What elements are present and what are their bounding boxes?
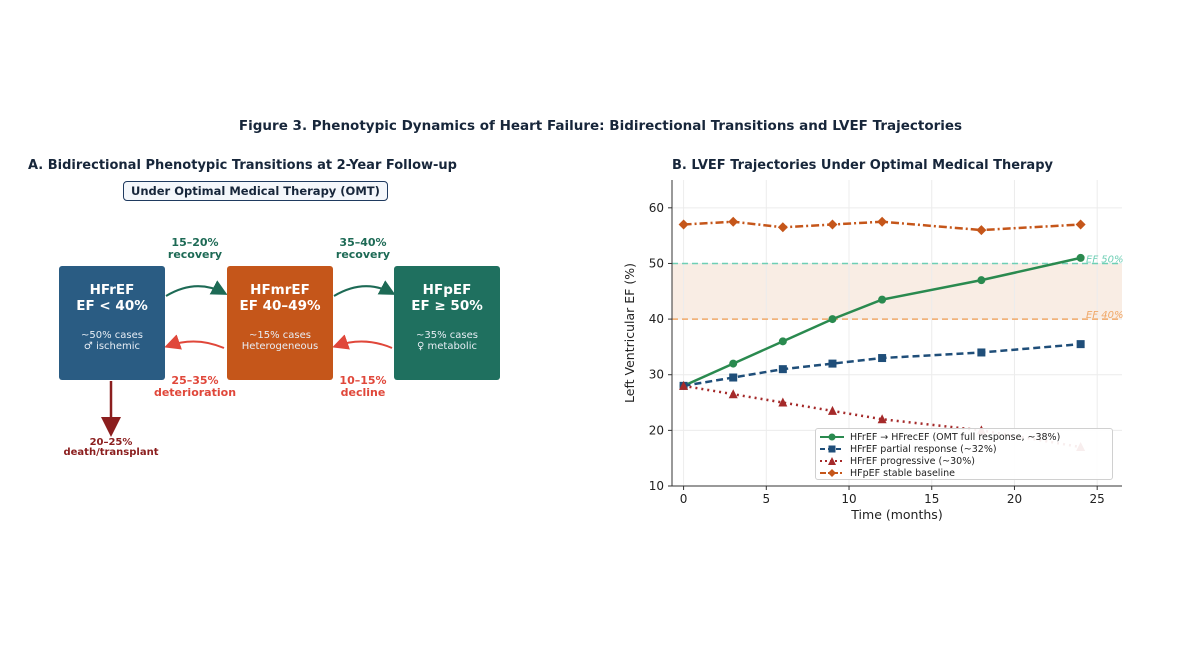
data-point (878, 354, 887, 363)
x-tick-label: 10 (841, 492, 856, 506)
data-point (828, 315, 837, 324)
lvef-chart: EF 50% EF 40% 0 5 10 15 20 25 10 20 30 40 50 60 Time (… (622, 180, 1123, 522)
hfmref-name: HFmrEF (250, 282, 310, 298)
legend-item-hfpef: HFpEF stable baseline (820, 467, 1108, 479)
legend-item-progressive: HFrEF progressive (~30%) (820, 455, 1108, 467)
data-point (777, 222, 788, 233)
data-point (729, 359, 738, 368)
hfmref-cases: ~15% cases (249, 330, 311, 341)
reference-line-label: EF 50% (1086, 254, 1123, 265)
hfpef-note: ♀ metabolic (417, 341, 477, 352)
data-point (977, 276, 986, 285)
x-tick-label: 20 (1007, 492, 1022, 506)
hfpef-cases: ~35% cases (416, 330, 478, 341)
data-point (729, 373, 738, 382)
hfpef-box: HFpEF EF ≥ 50% ~35% cases ♀ metabolic (394, 266, 500, 380)
data-point (1076, 340, 1085, 349)
y-tick-label: 40 (649, 312, 664, 326)
y-tick-label: 20 (649, 423, 664, 437)
data-point (778, 337, 787, 346)
ef-band (672, 263, 1122, 320)
y-axis-label: Left Ventricular EF (%) (622, 263, 637, 403)
data-point (827, 405, 837, 415)
recovery-1-label: 15–20% recovery (167, 236, 223, 261)
hfmref-ef: EF 40–49% (239, 298, 321, 314)
data-point (778, 365, 787, 374)
y-tick-label: 50 (649, 256, 664, 270)
x-tick-label: 15 (924, 492, 939, 506)
panel-a-title: A. Bidirectional Phenotypic Transitions … (28, 158, 457, 173)
data-point (678, 219, 689, 230)
reference-line-label: EF 40% (1086, 310, 1123, 321)
legend-item-partial: HFrEF partial response (~32%) (820, 443, 1108, 455)
series-line-1 (683, 342, 1081, 388)
omt-subtitle-box: Under Optimal Medical Therapy (OMT) (123, 181, 388, 201)
data-point (728, 216, 739, 227)
data-point (778, 397, 788, 407)
data-point (827, 219, 838, 230)
deterioration-label: 25–35% deterioration (153, 374, 237, 399)
hfpef-name: HFpEF (422, 282, 472, 298)
data-point (877, 216, 888, 227)
hfmref-box: HFmrEF EF 40–49% ~15% cases Heterogeneou… (227, 266, 333, 380)
data-point (1075, 219, 1086, 230)
hfref-note: ♂ ischemic (83, 341, 141, 352)
data-point (728, 389, 738, 399)
hfpef-ef: EF ≥ 50% (411, 298, 483, 314)
hfref-cases: ~50% cases (81, 330, 143, 341)
arrow-deterioration (164, 334, 225, 350)
hfref-name: HFrEF (89, 282, 135, 298)
figure-title: Figure 3. Phenotypic Dynamics of Heart F… (238, 118, 963, 134)
legend-item-full-response: HFrEF → HFrecEF (OMT full response, ~38%… (820, 431, 1108, 443)
data-point (828, 359, 837, 368)
data-point (1076, 253, 1085, 262)
x-tick-label: 5 (762, 492, 770, 506)
hfref-ef: EF < 40% (76, 298, 148, 314)
chart-legend: HFrEF → HFrecEF (OMT full response, ~38%… (815, 428, 1113, 480)
transition-arrows (101, 280, 396, 437)
y-tick-label: 10 (649, 479, 664, 493)
chart-title: B. LVEF Trajectories Under Optimal Medic… (672, 158, 1053, 173)
x-tick-label: 0 (680, 492, 688, 506)
data-point (679, 380, 689, 390)
data-point (878, 295, 887, 304)
y-tick-label: 60 (649, 201, 664, 215)
data-point (976, 225, 987, 236)
hfmref-note: Heterogeneous (241, 341, 319, 352)
data-point (977, 348, 986, 357)
arrow-recovery-1 (165, 280, 228, 297)
data-point (877, 414, 887, 424)
hfref-box: HFrEF EF < 40% ~50% cases ♂ ischemic (59, 266, 165, 380)
y-tick-label: 30 (649, 368, 664, 382)
recovery-2-label: 35–40% recovery (335, 236, 391, 261)
x-axis-label: Time (months) (850, 507, 942, 522)
arrow-decline (332, 334, 393, 350)
death-label: 20–25% death/transplant (63, 437, 159, 458)
arrow-recovery-2 (333, 280, 396, 297)
x-tick-label: 25 (1090, 492, 1105, 506)
decline-label: 10–15% decline (339, 374, 387, 399)
